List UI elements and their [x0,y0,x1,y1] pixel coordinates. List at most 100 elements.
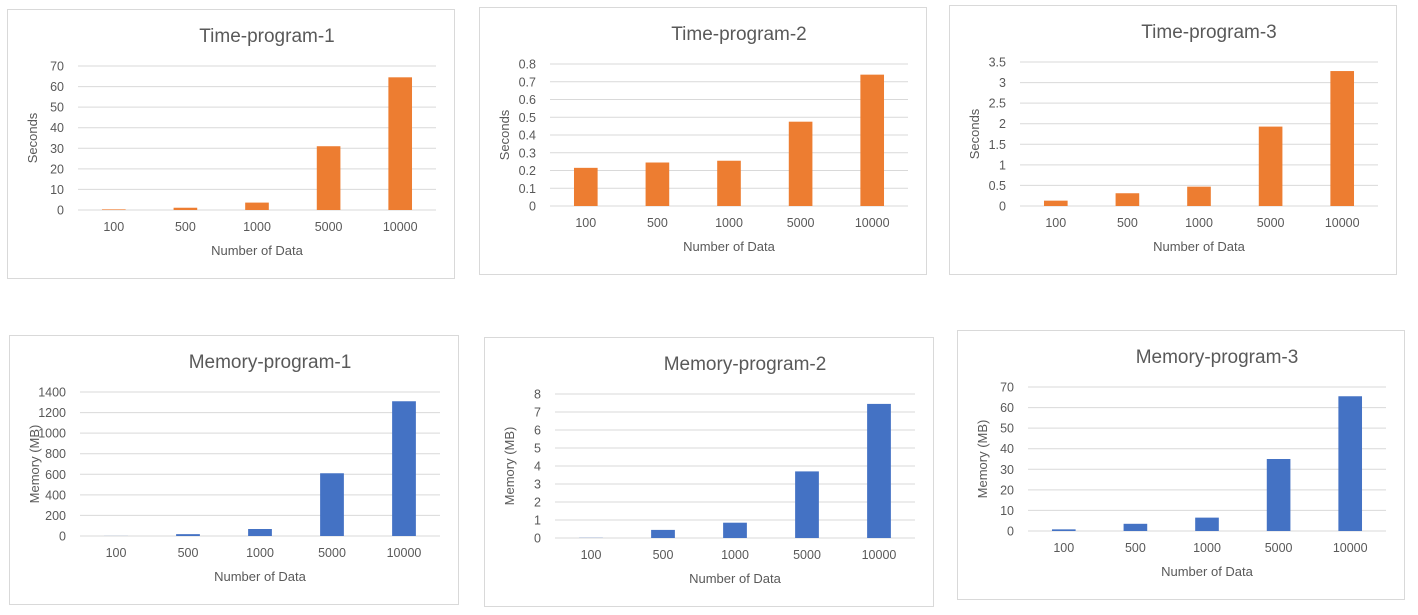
x-tick-label: 100 [106,546,127,560]
chart-title: Memory-program-2 [664,354,827,375]
bar-10000 [1338,396,1363,531]
bar-5000 [320,473,344,536]
y-tick-label: 0.3 [519,146,536,160]
y-tick-label: 3 [534,478,541,492]
bar-100 [101,209,126,210]
chart-memory-program-1: Memory-program-1 0 200 400 600 800 1000 1200 140… [9,335,459,605]
x-tick-label: 100 [581,548,602,562]
x-tick-label: 1000 [1193,541,1221,555]
x-tick-label: 100 [575,216,596,230]
bar-10000 [860,74,885,207]
x-tick-label: 1000 [243,220,271,234]
y-tick-label: 7 [534,406,541,420]
y-tick-label: 50 [50,101,64,115]
bar-500 [173,207,198,210]
y-tick-label: 60 [1000,401,1014,415]
x-tick-label: 5000 [1265,541,1293,555]
y-tick-label: 1 [534,514,541,528]
x-tick-label: 10000 [383,220,418,234]
y-tick-label: 30 [1000,463,1014,477]
chart-title: Time-program-2 [671,24,807,45]
bar-500 [645,162,670,206]
x-tick-label: 500 [1117,216,1138,230]
bar-100 [1043,200,1068,206]
y-tick-label: 2 [999,117,1006,131]
x-tick-label: 1000 [715,216,743,230]
y-tick-label: 0.4 [519,129,536,143]
x-tick-label: 500 [653,548,674,562]
x-tick-label: 500 [647,216,668,230]
bar-5000 [1258,126,1283,206]
bar-1000 [717,160,741,206]
y-tick-label: 3.5 [989,56,1006,70]
y-tick-label: 40 [50,121,64,135]
y-tick-label: 800 [45,447,66,461]
x-tick-label: 1000 [246,546,274,560]
chart-title: Memory-program-3 [1136,347,1299,368]
x-axis-title: Number of Data [214,569,307,584]
y-tick-label: 40 [1000,442,1014,456]
y-axis-title: Seconds [25,112,40,163]
y-axis-title: Memory (MB) [975,420,990,499]
y-tick-label: 0 [1007,525,1014,539]
x-tick-label: 5000 [318,546,346,560]
x-tick-label: 100 [1045,216,1066,230]
x-tick-label: 500 [178,546,199,560]
chart-time-program-3: Time-program-3 0 0.5 1 1.5 2 2.5 3 3.5 100 500 1000… [949,5,1397,275]
x-tick-label: 10000 [855,216,890,230]
y-tick-label: 0 [529,200,536,214]
y-tick-label: 10 [1000,504,1014,518]
y-tick-label: 60 [50,80,64,94]
y-tick-label: 1200 [38,406,66,420]
y-tick-label: 0.8 [519,58,536,72]
y-tick-label: 0.5 [519,111,536,125]
chart-svg: Time-program-1 0 10 20 30 40 50 60 70 100 500 1000 5… [25,26,436,258]
chart-title: Time-program-3 [1141,22,1277,43]
y-axis-title: Seconds [967,108,982,159]
bar-100 [573,167,598,206]
bar-500 [1123,523,1148,531]
y-tick-label: 1 [999,158,1006,172]
chart-title: Memory-program-1 [189,352,352,373]
bar-500 [651,529,675,538]
chart-svg: Memory-program-2 0 1 2 3 4 5 6 7 8 100 500 1000 5000 1… [502,354,915,586]
chart-memory-program-3: Memory-program-3 0 10 20 30 40 50 60 70 100 500 100… [957,330,1405,600]
x-axis-title: Number of Data [1153,239,1246,254]
x-tick-label: 5000 [1257,216,1285,230]
bar-10000 [392,401,416,536]
y-axis-title: Memory (MB) [502,427,517,506]
bar-5000 [788,121,813,206]
x-tick-label: 10000 [1325,216,1360,230]
x-tick-label: 5000 [793,548,821,562]
y-tick-label: 20 [1000,483,1014,497]
y-axis-title: Seconds [497,109,512,160]
bar-500 [176,534,200,536]
y-tick-label: 0.7 [519,75,536,89]
y-tick-label: 0.1 [519,182,536,196]
bar-5000 [316,146,341,210]
y-tick-label: 600 [45,468,66,482]
x-tick-label: 10000 [862,548,897,562]
x-tick-label: 500 [1125,541,1146,555]
x-tick-label: 100 [103,220,124,234]
x-axis-title: Number of Data [683,239,776,254]
chart-time-program-1: Time-program-1 0 10 20 30 40 50 60 70 100 500 1000 5… [7,9,455,279]
x-tick-label: 1000 [721,548,749,562]
y-tick-label: 0 [999,200,1006,214]
bar-1000 [723,522,747,538]
y-tick-label: 2 [534,496,541,510]
bar-1000 [1187,186,1211,206]
chart-svg: Memory-program-3 0 10 20 30 40 50 60 70 100 500 100… [975,347,1386,579]
y-tick-label: 4 [534,460,541,474]
y-tick-label: 0 [57,204,64,218]
x-tick-label: 500 [175,220,196,234]
bar-10000 [867,403,891,538]
chart-memory-program-2: Memory-program-2 0 1 2 3 4 5 6 7 8 100 500 1000 5000 1… [484,337,934,607]
y-tick-label: 8 [534,388,541,402]
x-tick-label: 5000 [787,216,815,230]
y-tick-label: 1.5 [989,138,1006,152]
y-tick-label: 0.2 [519,164,536,178]
y-axis-title: Memory (MB) [27,425,42,504]
y-tick-label: 1400 [38,386,66,400]
y-tick-label: 50 [1000,422,1014,436]
